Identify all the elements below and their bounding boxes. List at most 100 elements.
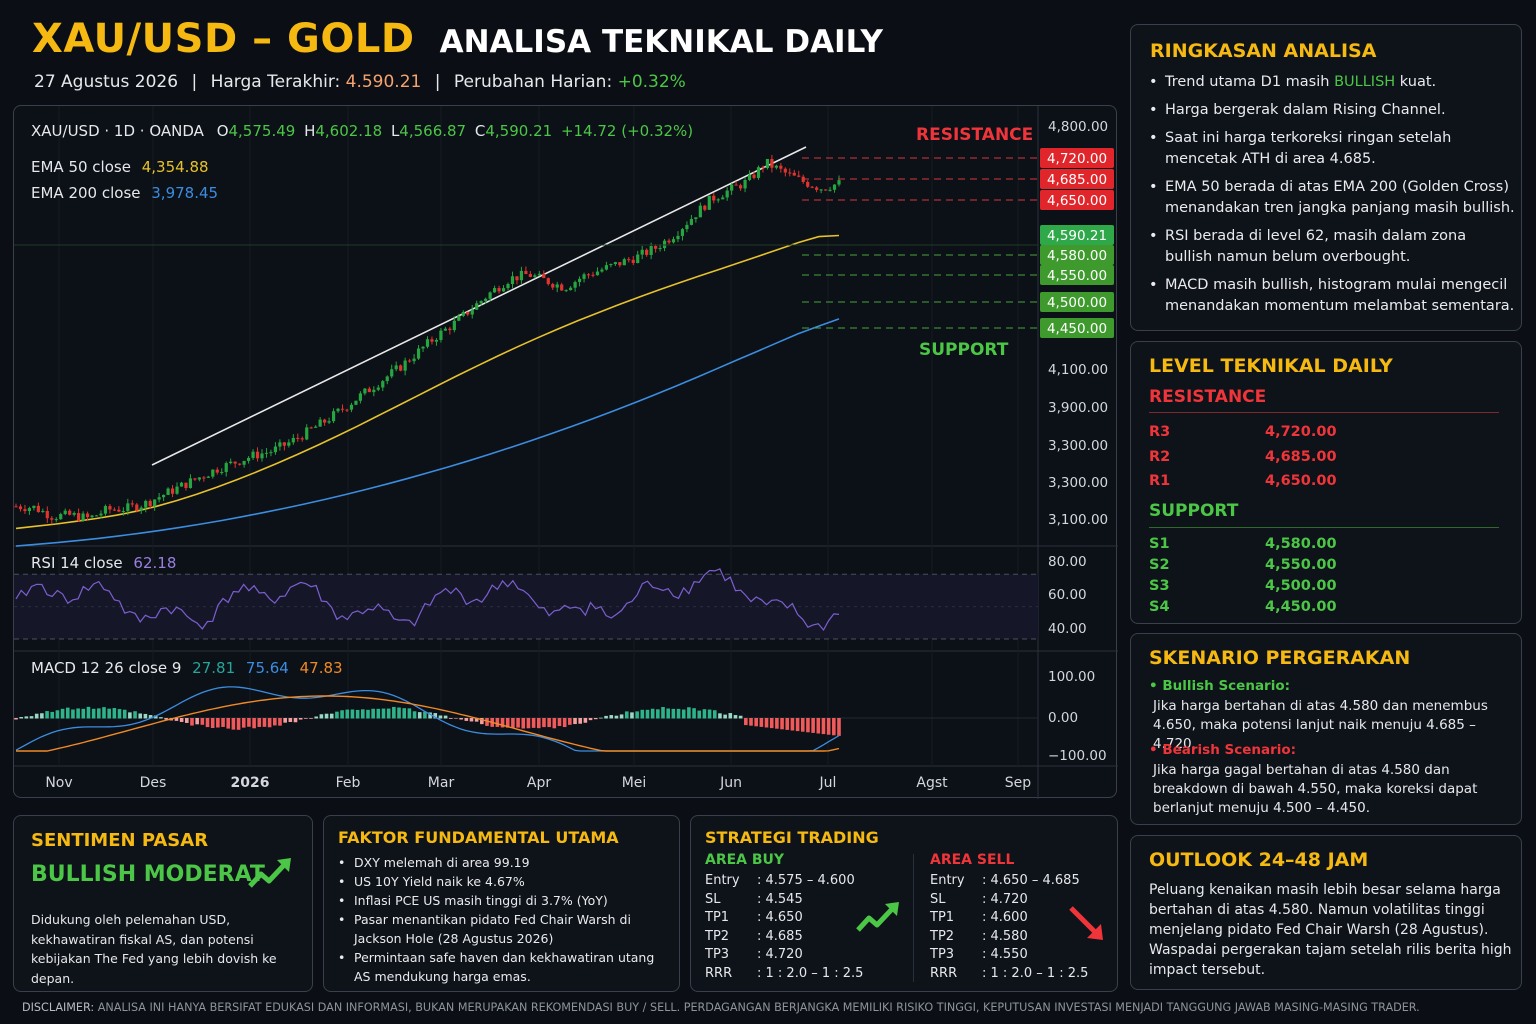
- sell-key: TP1: [930, 910, 955, 925]
- close-value: 4,590.21: [485, 122, 553, 140]
- level-value: 4,580.00: [1265, 536, 1337, 552]
- candle-body: [703, 205, 707, 210]
- macd-histogram-bar: [262, 718, 267, 727]
- level-s3: S3 4,500.00: [1149, 578, 1337, 594]
- macd-histogram-bar: [583, 718, 588, 723]
- macd-histogram-bar: [138, 713, 143, 719]
- level-key: S1: [1149, 536, 1170, 552]
- macd-histogram-bar: [702, 709, 707, 719]
- candle-body: [135, 504, 139, 511]
- macd-histogram-bar: [599, 717, 603, 719]
- candle-body: [721, 197, 725, 200]
- macd-histogram-bar: [671, 708, 676, 719]
- candle-body: [94, 515, 99, 517]
- macd-hist-value: 27.81: [192, 659, 236, 677]
- macd-histogram-bar: [448, 718, 453, 719]
- x-tick-label: Des: [140, 775, 167, 791]
- macd-histogram-bar: [417, 712, 422, 719]
- macd-histogram-bar: [749, 718, 753, 726]
- candle-body: [81, 513, 85, 521]
- macd-histogram-bar: [769, 718, 774, 729]
- macd-histogram-bar: [71, 709, 75, 719]
- candle-body: [752, 174, 756, 178]
- macd-histogram-bar: [14, 718, 18, 720]
- macd-histogram-bar: [241, 718, 246, 728]
- candle-body: [403, 360, 407, 371]
- x-tick-label: Jun: [719, 775, 742, 791]
- buy-value: : 4.545: [757, 891, 803, 907]
- buy-value: : 4.685: [757, 928, 803, 944]
- macd-histogram-bar: [738, 715, 743, 719]
- macd-histogram-bar: [335, 711, 339, 719]
- macd-histogram-bar: [480, 718, 484, 725]
- macd-histogram-bar: [412, 711, 417, 719]
- macd-histogram-bar: [593, 718, 598, 720]
- x-tick-label: Nov: [45, 775, 72, 791]
- x-tick-label: Agst: [916, 775, 948, 791]
- macd-histogram-bar: [392, 706, 396, 719]
- macd-histogram-bar: [578, 718, 582, 724]
- candle-body: [399, 365, 403, 371]
- macd-histogram-bar: [624, 711, 629, 719]
- last-price-value: 4.590.21: [345, 72, 422, 92]
- macd-histogram-bar: [536, 718, 541, 729]
- trend-channel-line: [151, 146, 807, 466]
- macd-histogram-bar: [785, 718, 790, 730]
- candle-body: [242, 460, 246, 465]
- candle-body: [658, 248, 662, 250]
- candle-body: [551, 284, 555, 288]
- macd-histogram-bar: [557, 718, 562, 727]
- macd-histogram-bar: [267, 718, 272, 728]
- price-tag-box: [1040, 225, 1114, 245]
- macd-histogram-bar: [754, 718, 758, 727]
- candle-body: [224, 463, 228, 472]
- candle-body: [479, 301, 483, 304]
- candle-body: [193, 478, 197, 480]
- candle-body: [613, 262, 617, 265]
- candle-body: [577, 278, 582, 283]
- low-value: 4,566.87: [399, 122, 467, 140]
- macd-histogram-bar: [464, 718, 469, 721]
- candle-body: [412, 358, 416, 362]
- candle-body: [206, 476, 210, 478]
- candle-body: [162, 494, 166, 498]
- macd-histogram-bar: [645, 709, 650, 719]
- sell-area-title: AREA SELL: [930, 852, 1015, 868]
- last-price-label: Harga Terakhir:: [210, 72, 341, 92]
- level-value: 4,550.00: [1265, 557, 1337, 573]
- buy-row: SL: 4.545: [705, 891, 863, 910]
- candle-body: [327, 421, 331, 423]
- candle-body: [636, 254, 640, 263]
- price-tag-box: [1040, 190, 1114, 210]
- candle-body: [18, 506, 23, 510]
- sell-value: : 4.720: [982, 891, 1028, 907]
- divider: [1149, 412, 1499, 413]
- candle-body: [170, 488, 175, 494]
- trend-up-icon: [248, 858, 291, 888]
- candle-body: [488, 292, 492, 299]
- macd-tick-label: 100.00: [1048, 669, 1095, 685]
- macd-line-value: 75.64: [245, 659, 289, 677]
- candle-body: [264, 452, 269, 454]
- chart-panel[interactable]: 4,720.00 4,685.00 4,650.00 4,590.21 4,580.00…: [13, 105, 1118, 799]
- price-chart[interactable]: 4,720.00 4,685.00 4,650.00 4,590.21 4,580.00…: [14, 106, 1118, 799]
- macd-histogram-bar: [433, 713, 438, 719]
- macd-histogram-bar: [552, 718, 557, 729]
- macd-histogram-bar: [795, 718, 800, 732]
- candle-body: [408, 360, 412, 362]
- macd-histogram-bar: [273, 718, 277, 726]
- macd-histogram-bar: [76, 708, 80, 719]
- candle-body: [707, 195, 711, 210]
- level-r1: R1 4,650.00: [1149, 473, 1337, 489]
- candle-body: [202, 477, 206, 479]
- y-tick-label: 4,100.00: [1048, 362, 1108, 378]
- levels-resistance-title: RESISTANCE: [1149, 387, 1267, 407]
- macd-histogram-bar: [542, 718, 546, 728]
- candle-body: [730, 184, 734, 191]
- macd-histogram-bar: [666, 708, 670, 719]
- candle-body: [586, 274, 591, 276]
- candle-body: [716, 199, 720, 201]
- candle-body: [747, 174, 752, 180]
- macd-histogram-bar: [397, 707, 401, 719]
- level-value: 4,685.00: [1265, 449, 1337, 465]
